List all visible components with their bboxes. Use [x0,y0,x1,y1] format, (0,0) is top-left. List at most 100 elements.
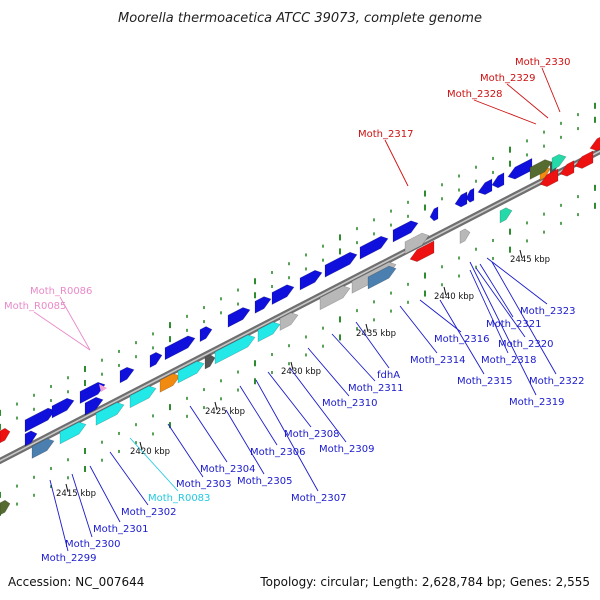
gene-label: Moth_2317 [358,129,413,140]
label-leader-line [167,423,204,478]
label-leader-line [491,261,557,375]
gene-label: Moth_R0085 [4,301,66,312]
gene-label: Moth_R0086 [30,286,92,297]
label-leader-line [384,139,409,187]
gene-label: Moth_2309 [319,444,374,455]
gene-label: Moth_2319 [509,397,564,408]
accession-text: Accession: NC_007644 [8,575,144,589]
label-leader-line [189,405,228,463]
gene-features [0,136,600,516]
label-leader-line [71,473,93,538]
gene-arrow [95,402,125,426]
position-tick-label: 2425 kbp [205,407,245,417]
gene-label: Moth_2307 [291,493,346,504]
gene-label: Moth_2316 [434,334,489,345]
gene-arrow [24,407,56,433]
position-tick-label: 2430 kbp [281,367,321,377]
gene-arrow [539,168,559,187]
gene-label: Moth_2330 [515,57,570,68]
gene-arrow [465,187,475,203]
gene-arrow [477,178,493,195]
gene-label: Moth_2329 [480,73,535,84]
label-leader-line [541,67,561,113]
gene-arrow [392,220,419,243]
gene-arrow [404,232,430,255]
gene-arrow [409,240,435,262]
gene-label: Moth_2310 [322,398,377,409]
label-leader-line [506,83,549,119]
rna-marker [99,384,107,392]
tick-mark [65,483,69,493]
label-leader-line [225,409,265,475]
gene-arrow [559,160,575,177]
label-leader-line [307,347,350,397]
tick-mark [214,401,218,411]
map-title: Moorella thermoacetica ATCC 39073, compl… [118,11,482,26]
tick-mark [290,361,294,371]
gene-arrow [119,366,135,384]
gene-label: Moth_2300 [65,539,120,550]
label-leader-line [289,367,347,443]
gene-label: Moth_2301 [93,524,148,535]
gene-arrow [324,251,358,278]
gene-label: Moth_2302 [121,507,176,518]
label-leader-line [419,299,462,333]
gene-label: Moth_2322 [529,376,584,387]
position-tick-label: 2420 kbp [130,447,170,457]
label-leader-line [486,257,548,305]
label-leader-line [399,305,438,354]
gene-arrow [254,296,272,314]
position-tick-label: 2435 kbp [356,329,396,339]
gene-arrow [589,136,600,152]
position-tick-label: 2415 kbp [56,489,96,499]
label-leader-line [479,263,514,318]
label-leader-line [33,311,91,351]
gene-arrow [279,312,299,331]
gene-arrow [529,159,553,180]
label-leader-line [49,479,69,552]
gene-label: Moth_2304 [200,464,255,475]
gene-arrow [299,269,323,291]
gene-arrow [199,326,213,343]
label-leader-line [109,451,149,506]
gene-arrow [31,438,55,459]
label-leader-line [473,99,537,125]
position-ticks: 2415 kbp 2420 kbp 2425 kbp 2430 kbp 2435 kbp… [56,249,550,499]
gene-arrow [429,206,439,222]
tick-mark [365,323,369,333]
gene-label: Moth_R0083 [148,493,210,504]
label-leader-line [239,385,278,446]
gene-arrow [0,427,11,444]
label-leader-line [475,267,526,338]
gene-arrow [24,430,38,447]
gene-arrow [51,397,75,419]
gene-labels: Moth_2330 Moth_2329 Moth_2328 Moth_2317 Moth… [4,57,584,564]
label-leader-line [129,437,179,492]
label-leader-line [331,333,376,382]
tick-mark [519,249,523,259]
gene-label: Moth_2303 [176,479,231,490]
label-leader-line [469,269,509,354]
gene-arrow [574,150,594,169]
label-leader-line [439,299,485,375]
gene-arrow [367,265,397,290]
gene-arrow [129,385,157,409]
label-leader-line [255,379,319,492]
gene-label: Moth_2306 [250,447,305,458]
gene-arrow [507,157,533,180]
dotted-guide-tracks [0,102,596,516]
genome-backbone-highlight [0,150,600,462]
gene-arrow [0,499,11,516]
gene-arrow [149,352,163,368]
gene-label: Moth_2308 [284,429,339,440]
gene-arrow [459,228,471,244]
tick-mark [139,441,143,451]
position-tick-label: 2445 kbp [510,255,550,265]
gene-label: Moth_2315 [457,376,512,387]
gene-arrow [204,354,216,370]
label-leader-line [469,261,537,396]
label-leader-line [267,371,312,428]
gene-arrow [59,421,87,445]
gene-arrow [159,373,181,393]
